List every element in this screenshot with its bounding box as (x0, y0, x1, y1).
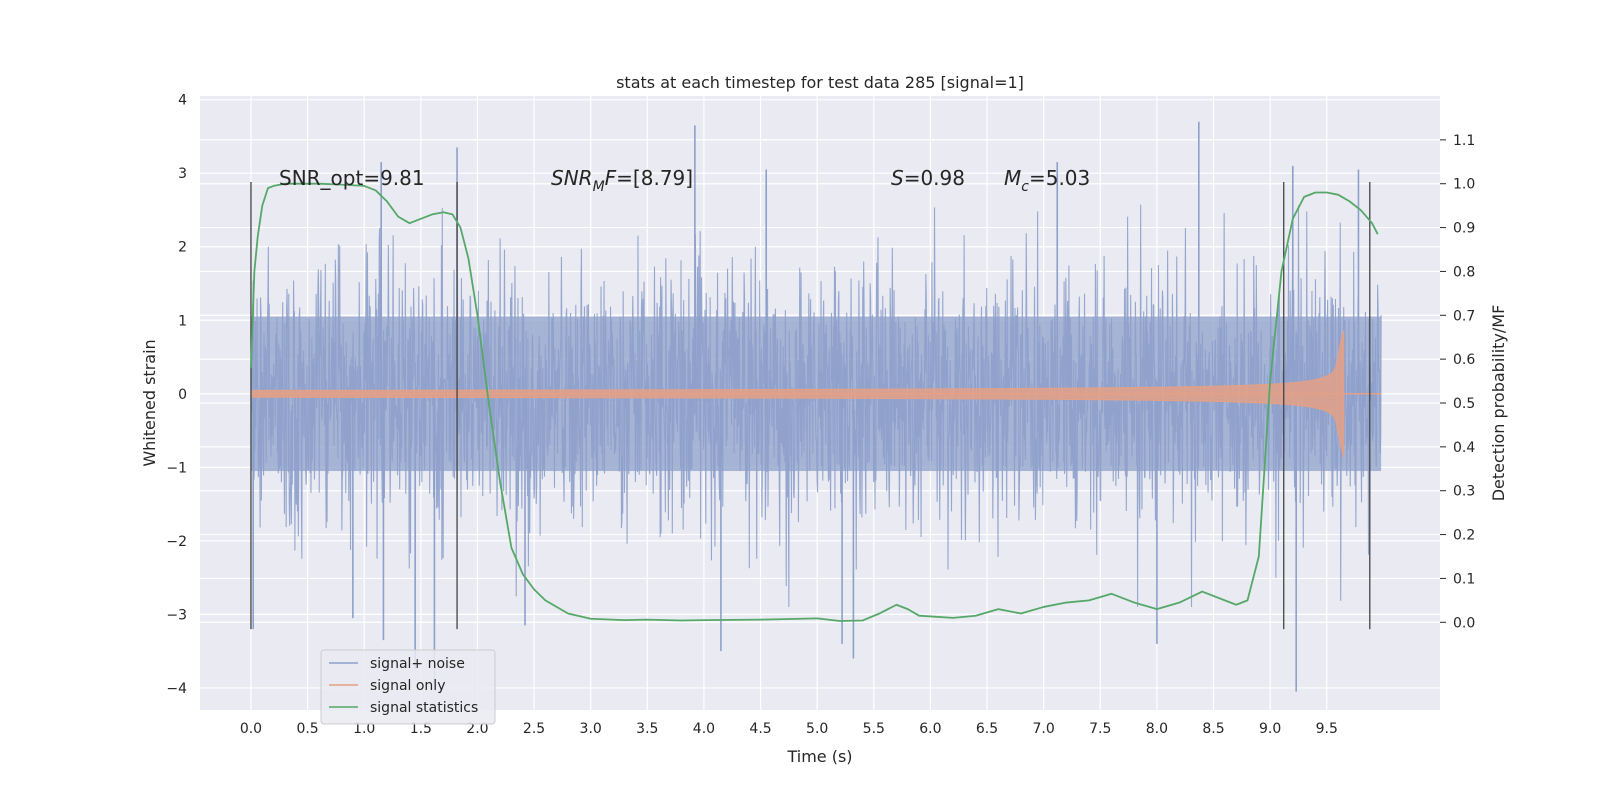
x-tick-label: 7.0 (1033, 721, 1055, 737)
y-axis-label-left: Whitened strain (140, 339, 159, 466)
y-tick-label-left: 2 (178, 240, 187, 256)
x-tick-label: 9.0 (1259, 721, 1281, 737)
x-tick-label: 7.5 (1089, 721, 1111, 737)
x-tick-label: 2.5 (523, 721, 545, 737)
x-axis-label: Time (s) (786, 747, 852, 766)
mc-value: =5.03 (1029, 166, 1090, 190)
x-tick-label: 8.0 (1146, 721, 1168, 737)
x-tick-label: 1.5 (410, 721, 432, 737)
x-tick-label: 1.0 (353, 721, 375, 737)
x-tick-label: 0.5 (296, 721, 318, 737)
x-tick-label: 3.0 (580, 721, 602, 737)
x-tick-label: 2.0 (466, 721, 488, 737)
y-tick-label-right: 0.8 (1453, 264, 1475, 280)
x-tick-label: 8.5 (1202, 721, 1224, 737)
snr-mf-symbol: SNR (551, 166, 593, 190)
statistics-line (250, 182, 1379, 622)
y-tick-label-left: 4 (178, 93, 187, 109)
legend: signal+ noise signal only signal statist… (320, 649, 496, 725)
x-tick-label: 9.5 (1316, 721, 1338, 737)
y-tick-label-left: 1 (178, 313, 187, 329)
y-tick-label-left: 3 (178, 166, 187, 182)
y-tick-label-right: 0.6 (1453, 352, 1475, 368)
y-tick-label-left: −1 (166, 460, 187, 476)
y-tick-label-left: −4 (166, 681, 187, 697)
tick-labels: 0.0 0.5 1.0 1.5 2.0 2.5 3.0 3.5 4.0 4.5 5.0 5.5 6.0 6… (166, 93, 1475, 737)
s-symbol: S (891, 166, 904, 190)
legend-label-signal-plus-noise: signal+ noise (370, 656, 465, 672)
legend-label-signal-only: signal only (370, 678, 445, 694)
x-tick-label: 3.5 (636, 721, 658, 737)
y-tick-label-right: 0.1 (1453, 571, 1475, 587)
annotation-mc: Mc=5.03 (1004, 166, 1090, 195)
annotation-s: S=0.98 (891, 166, 965, 190)
y-tick-label-right: 0.9 (1453, 221, 1475, 237)
y-tick-label-left: −2 (166, 534, 187, 550)
y-tick-label-right: 0.3 (1453, 484, 1475, 500)
x-tick-label: 6.5 (976, 721, 998, 737)
annotation-snr-mf: SNRMF=[8.79] (551, 166, 693, 195)
series-signal-only (250, 330, 1382, 458)
snr-mf-value: =[8.79] (616, 166, 693, 190)
annotations: SNR_opt=9.81 SNRMF=[8.79] S=0.98 Mc=5.03 (279, 166, 1090, 195)
y-tick-label-left: −3 (166, 607, 187, 623)
legend-box (320, 649, 496, 725)
annotation-snr-opt: SNR_opt=9.81 (279, 166, 425, 190)
y-tick-label-right: 0.2 (1453, 528, 1475, 544)
x-tick-label: 4.0 (693, 721, 715, 737)
x-tick-label: 0.0 (240, 721, 262, 737)
y-tick-label-right: 1.1 (1453, 133, 1475, 149)
y-tick-label-right: 0.7 (1453, 308, 1475, 324)
mc-symbol: M (1004, 166, 1021, 190)
series-signal-statistics (250, 182, 1379, 622)
y-tick-label-left: 0 (178, 387, 187, 403)
vertical-markers (250, 182, 1371, 630)
y-tick-label-right: 0.5 (1453, 396, 1475, 412)
mc-subscript: c (1021, 179, 1029, 195)
x-tick-label: 4.5 (749, 721, 771, 737)
legend-label-signal-statistics: signal statistics (370, 700, 478, 716)
y-tick-label-right: 1.0 (1453, 177, 1475, 193)
y-axis-label-right: Detection probability/MF (1489, 305, 1508, 502)
x-tick-label: 5.0 (806, 721, 828, 737)
snr-mf-f: F (605, 166, 617, 190)
chart-title: stats at each timestep for test data 285… (616, 73, 1024, 92)
y-tick-label-right: 0.4 (1453, 440, 1475, 456)
x-tick-label: 6.0 (919, 721, 941, 737)
s-value: =0.98 (904, 166, 965, 190)
y-tick-label-right: 0.0 (1453, 615, 1475, 631)
snr-mf-subscript: M (593, 179, 605, 195)
x-tick-label: 5.5 (863, 721, 885, 737)
